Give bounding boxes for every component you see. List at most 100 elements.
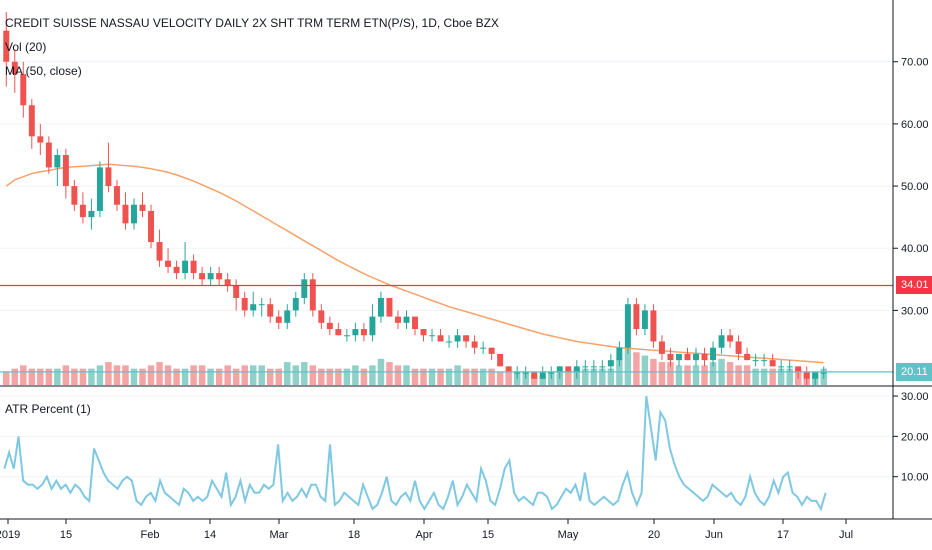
volume-bar [539, 375, 546, 385]
volume-bar [420, 368, 427, 385]
candle [675, 353, 682, 367]
x-tick-label: 15 [60, 529, 72, 541]
volume-bar [326, 368, 334, 385]
candle-body [182, 260, 189, 274]
legend-ma[interactable]: MA (50, close) [5, 64, 82, 78]
atr-axis: 30.00 20.00 10.00 [893, 391, 929, 484]
candle-body [45, 142, 52, 168]
candle [71, 179, 78, 211]
candle-body [122, 204, 129, 224]
volume-bar [454, 365, 461, 385]
candle-body [352, 329, 359, 336]
volume-bar [479, 368, 487, 385]
volume-bar [726, 362, 734, 385]
candle [480, 341, 487, 354]
volume-bar [71, 368, 78, 385]
volume-bar [207, 368, 214, 385]
candle-body [565, 366, 572, 373]
candle [488, 347, 495, 361]
candle [761, 353, 768, 367]
candle [284, 304, 291, 330]
x-tick-label: Apr [415, 529, 432, 541]
candle-body [590, 366, 597, 368]
candle [352, 322, 359, 342]
price-tag-resistance: 34.01 [896, 276, 932, 295]
volume-bar [496, 371, 504, 385]
candle-body [88, 210, 95, 218]
candle [275, 310, 282, 330]
candle [216, 266, 223, 286]
volume-bar [181, 368, 189, 385]
candle [309, 273, 316, 317]
candle [165, 248, 172, 274]
candle [20, 61, 27, 118]
candle [207, 266, 214, 286]
volume-bar [173, 368, 180, 385]
candle-body [693, 353, 699, 361]
candle-body [62, 154, 69, 187]
candle-body [207, 273, 214, 280]
candle [292, 291, 299, 317]
volume-bar [675, 365, 683, 385]
candle [497, 353, 504, 367]
volume-bar [318, 368, 325, 385]
candle [412, 316, 418, 336]
legend-volume[interactable]: Vol (20) [5, 40, 47, 54]
volume-bar [360, 368, 368, 385]
candle [650, 304, 657, 348]
volume-bar [301, 362, 308, 385]
grid-lines [0, 61, 893, 478]
volume-bar [352, 365, 359, 385]
x-tick-label: 20 [648, 529, 660, 541]
volume-bar [777, 368, 785, 385]
candle [778, 360, 785, 373]
horizontal-lines [0, 284, 893, 373]
candle-body [292, 297, 299, 311]
candle [539, 366, 546, 379]
candle [531, 372, 538, 379]
candle [514, 366, 521, 379]
candle-body [701, 353, 708, 361]
atr-tick-label: 10.00 [901, 472, 929, 484]
atr-title[interactable]: ATR Percent (1) [5, 402, 91, 416]
volume-bar [599, 368, 606, 385]
candle-body [28, 105, 35, 137]
candle [744, 347, 751, 361]
volume-bar [28, 368, 36, 385]
volume-bar [624, 349, 632, 385]
candle [403, 310, 410, 330]
candle [556, 366, 563, 379]
candle-body [650, 310, 657, 342]
candle [590, 360, 597, 373]
volume-bar [45, 368, 53, 385]
candle-body [505, 366, 512, 373]
volume-bar [130, 368, 138, 385]
candle-body [531, 372, 538, 379]
candle [37, 123, 44, 155]
candle-body [633, 304, 640, 330]
candle [548, 366, 555, 379]
candle [803, 366, 810, 385]
candle [54, 148, 61, 187]
volume-bar [335, 368, 342, 385]
candle-body [216, 273, 223, 280]
volume-bar [769, 368, 776, 385]
candle-body [437, 335, 444, 342]
volume-bar [267, 368, 274, 385]
y-tick-label: 60.00 [901, 119, 929, 131]
candle [28, 99, 35, 149]
candle-body [173, 266, 180, 274]
atr-tick-label: 30.00 [901, 391, 929, 403]
volume-bar [224, 365, 231, 385]
time-axis: 2019 15 Feb 14 Mar 18 Apr 15 May 20 Jun 17 Jul [0, 519, 853, 541]
candle-body [360, 329, 367, 336]
candle-body [241, 297, 248, 311]
candle-body [233, 285, 240, 298]
candle [377, 291, 384, 323]
candle [326, 316, 333, 336]
candle-body [105, 167, 112, 187]
candle [335, 322, 342, 336]
candle-body [641, 310, 648, 330]
candle [156, 229, 163, 267]
